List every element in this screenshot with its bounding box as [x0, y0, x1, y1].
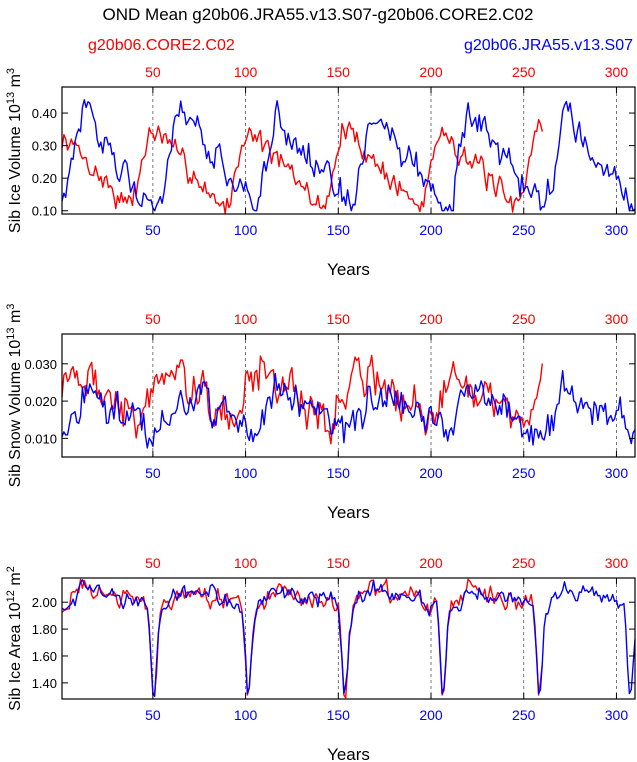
x-tick-label-bottom: 200	[419, 707, 443, 723]
y-tick-label: 0.20	[32, 171, 57, 186]
x-tick-label-bottom: 100	[234, 707, 258, 723]
series-line-core2	[61, 118, 543, 215]
series-line-jra55	[61, 579, 636, 697]
x-tick-label-bottom: 50	[145, 222, 161, 238]
x-tick-label-top: 100	[234, 311, 258, 327]
x-tick-label-top: 200	[419, 555, 443, 571]
chart-panel-ice-volume: 0.10 0.20 0.30 0.40 50 100 150 200 250 300 50 100 15…	[5, 64, 636, 279]
y-tick-label: 0.40	[32, 106, 57, 121]
plot-frame	[61, 333, 636, 458]
x-axis-label: Years	[327, 260, 370, 279]
x-tick-label-bottom: 300	[605, 707, 629, 723]
legend-label-jra55: g20b06.JRA55.v13.S07	[464, 37, 633, 54]
x-tick-label-bottom: 300	[605, 222, 629, 238]
legend-label-core2: g20b06.CORE2.C02	[88, 37, 235, 54]
y-tick-label: 0.030	[24, 357, 57, 372]
x-tick-label-top: 250	[512, 555, 536, 571]
y-tick-label: 1.80	[32, 622, 57, 637]
x-axis-label: Years	[327, 503, 370, 522]
chart-panel-snow-volume: 0.010 0.020 0.030 50 100 150 200 250 300 50 100 150…	[5, 304, 636, 522]
x-tick-label-bottom: 150	[327, 465, 351, 481]
x-tick-label-bottom: 100	[234, 222, 258, 238]
x-tick-label-bottom: 200	[419, 222, 443, 238]
x-tick-label-top: 50	[145, 555, 161, 571]
x-tick-label-top: 300	[605, 555, 629, 571]
y-tick-label: 0.30	[32, 139, 57, 154]
plot-frame	[61, 577, 636, 700]
x-tick-label-bottom: 50	[145, 465, 161, 481]
y-tick-label: 1.40	[32, 676, 57, 691]
series-line-jra55	[61, 99, 636, 212]
x-tick-label-bottom: 200	[419, 465, 443, 481]
y-tick-label: 2.00	[32, 595, 57, 610]
series-line-jra55	[61, 370, 636, 449]
series-line-core2	[61, 354, 543, 445]
x-tick-label-top: 300	[605, 64, 629, 80]
series-line-core2	[61, 578, 543, 699]
x-tick-label-top: 300	[605, 311, 629, 327]
y-tick-label: 0.10	[32, 204, 57, 219]
x-tick-label-top: 200	[419, 311, 443, 327]
x-tick-label-top: 150	[327, 555, 351, 571]
y-tick-label: 1.60	[32, 649, 57, 664]
x-tick-label-bottom: 250	[512, 222, 536, 238]
x-tick-label-bottom: 100	[234, 465, 258, 481]
chart-panels: 0.10 0.20 0.30 0.40 50 100 150 200 250 300 50 100 15…	[5, 64, 636, 762]
x-tick-label-bottom: 250	[512, 707, 536, 723]
y-axis-label: Sib Ice Area 1012 m2	[5, 566, 24, 711]
y-axis-label: Sib Ice Volume 1013 m3	[5, 68, 24, 233]
y-tick-label: 0.010	[24, 431, 57, 446]
x-tick-label-bottom: 300	[605, 465, 629, 481]
x-tick-label-top: 200	[419, 64, 443, 80]
x-tick-label-top: 50	[145, 64, 161, 80]
x-tick-label-top: 100	[234, 64, 258, 80]
x-tick-label-top: 50	[145, 311, 161, 327]
plot-frame	[61, 86, 636, 215]
x-tick-label-top: 100	[234, 555, 258, 571]
x-tick-label-bottom: 150	[327, 707, 351, 723]
x-axis-label: Years	[327, 745, 370, 762]
x-tick-label-bottom: 250	[512, 465, 536, 481]
y-tick-label: 0.020	[24, 394, 57, 409]
x-tick-label-top: 250	[512, 311, 536, 327]
x-tick-label-bottom: 50	[145, 707, 161, 723]
x-tick-label-top: 150	[327, 64, 351, 80]
x-tick-label-bottom: 150	[327, 222, 351, 238]
chart-panel-ice-area: 1.40 1.60 1.80 2.00 50 100 150 200 250 300 50 100 15…	[5, 555, 636, 762]
figure-title: OND Mean g20b06.JRA55.v13.S07-g20b06.COR…	[103, 5, 534, 24]
x-tick-label-top: 150	[327, 311, 351, 327]
y-axis-label: Sib Snow Volume 1013 m3	[5, 304, 24, 488]
x-tick-label-top: 250	[512, 64, 536, 80]
